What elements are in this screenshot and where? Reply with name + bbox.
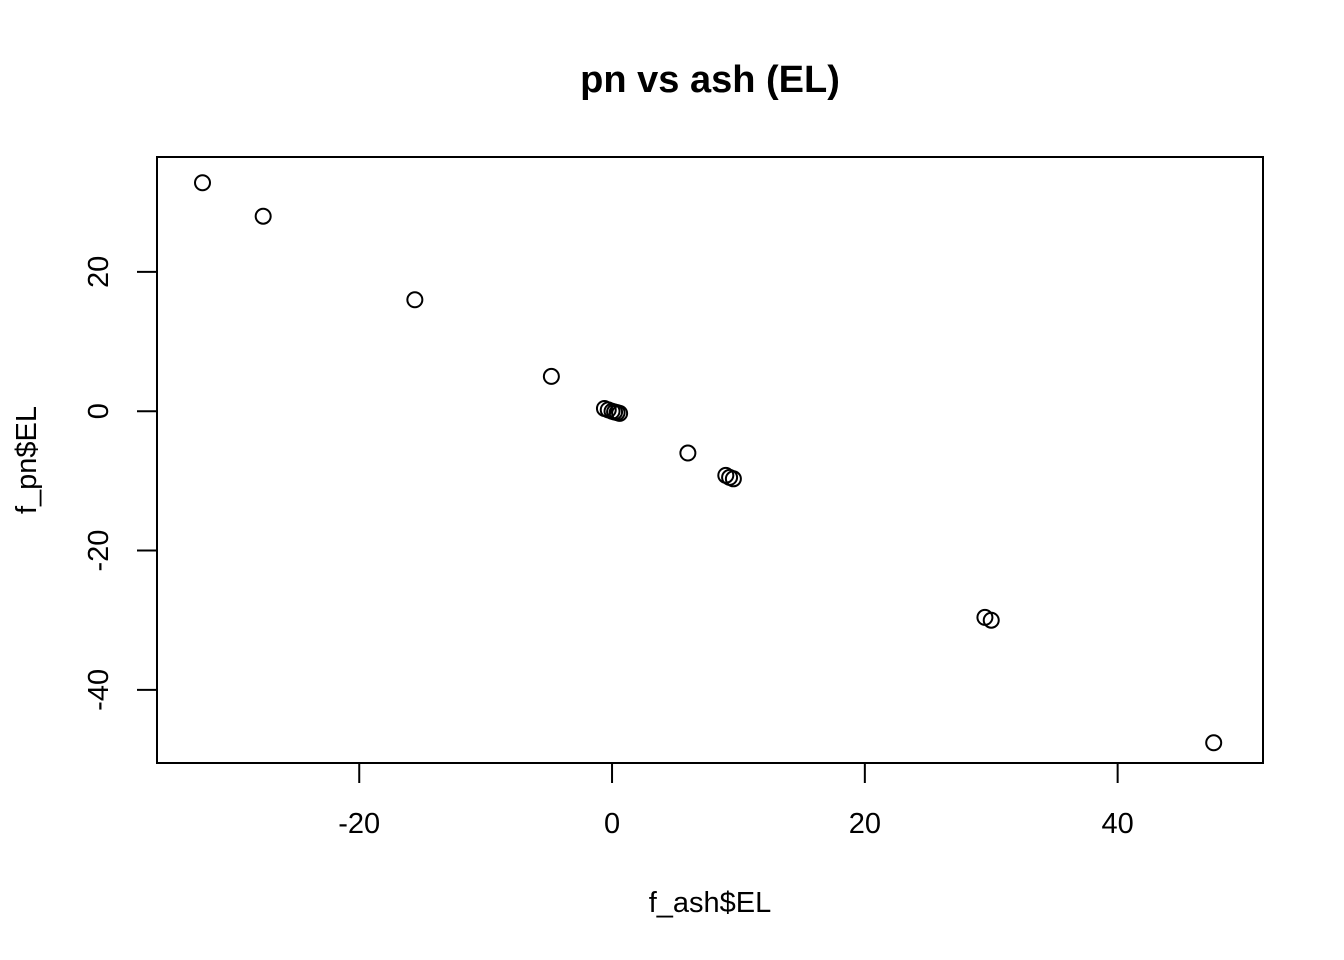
x-axis: -20 0 20 40 bbox=[338, 763, 1134, 840]
x-axis-label: f_ash$EL bbox=[649, 887, 772, 919]
y-tick-label: 0 bbox=[83, 403, 115, 419]
x-tick-label: 40 bbox=[1102, 808, 1134, 840]
data-point bbox=[724, 470, 742, 488]
data-point bbox=[542, 367, 560, 385]
chart-title: pn vs ash (EL) bbox=[580, 59, 840, 101]
data-point bbox=[982, 611, 1000, 629]
x-tick-label: 20 bbox=[849, 808, 881, 840]
data-point bbox=[611, 404, 629, 422]
y-axis: -40 -20 0 20 bbox=[83, 256, 157, 711]
data-point bbox=[194, 174, 212, 192]
y-tick-label: 20 bbox=[83, 256, 115, 288]
y-tick-label: -40 bbox=[83, 669, 115, 711]
data-point bbox=[254, 207, 272, 225]
y-axis-label: f_pn$EL bbox=[11, 406, 43, 514]
x-tick-label: -20 bbox=[338, 808, 380, 840]
data-point bbox=[406, 291, 424, 309]
data-points bbox=[194, 174, 1223, 752]
plot-area-frame bbox=[156, 156, 1264, 764]
x-tick-label: 0 bbox=[604, 808, 620, 840]
y-tick-label: -20 bbox=[83, 530, 115, 572]
data-point bbox=[1205, 734, 1223, 752]
data-point bbox=[679, 444, 697, 462]
